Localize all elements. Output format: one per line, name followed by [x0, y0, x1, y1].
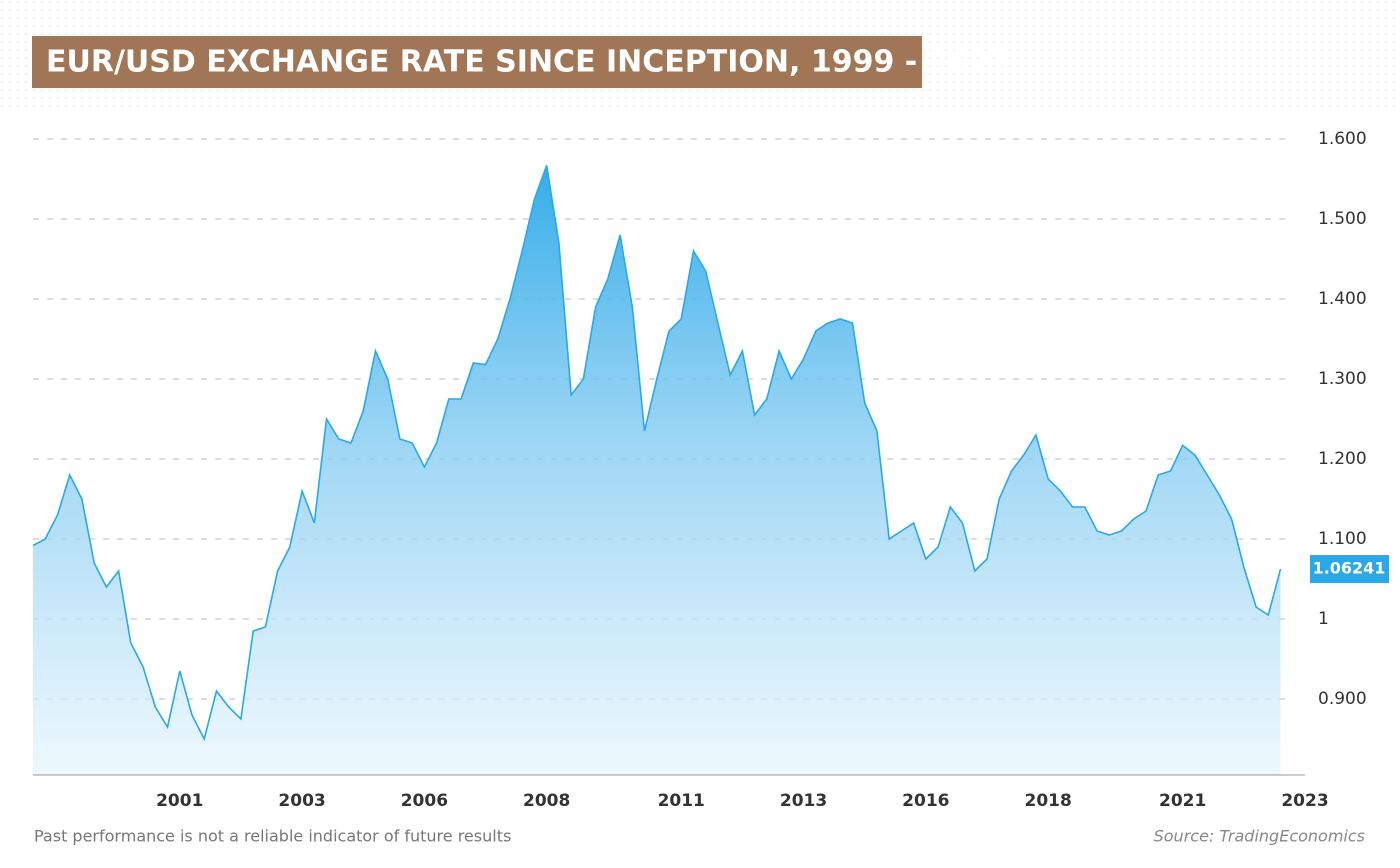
x-tick-label: 2011	[658, 791, 705, 811]
area	[33, 165, 1281, 775]
x-tick-label: 2021	[1159, 791, 1206, 811]
x-tick-label: 2023	[1281, 791, 1328, 811]
x-tick-label: 2006	[401, 791, 448, 811]
x-tick-label: 2018	[1024, 791, 1071, 811]
x-tick-label: 2008	[523, 791, 570, 811]
title-box	[32, 36, 922, 88]
line	[32, 165, 1282, 742]
y-tick-label: 1.200	[1318, 449, 1367, 469]
y-tick-label: 1.500	[1318, 209, 1367, 229]
y-tick-label: 1.300	[1318, 369, 1367, 389]
x-tick-label: 2001	[156, 791, 203, 811]
last-value-box	[1310, 555, 1389, 584]
x-tick-label: 2013	[780, 791, 827, 811]
y-tick-label: 1.400	[1318, 289, 1367, 309]
footnote: Past performance is not a reliable indic…	[34, 827, 511, 846]
x-tick-label: 2016	[902, 791, 949, 811]
x-tick-label: 2003	[278, 791, 325, 811]
y-tick-label: 1.600	[1318, 129, 1367, 149]
last-value-label: 1.06241	[1313, 559, 1386, 578]
source: Source: TradingEconomics	[1154, 827, 1365, 846]
y-tick-label: 1.100	[1318, 529, 1367, 549]
y-tick-label: 1	[1318, 609, 1329, 629]
y-tick-label: 0.900	[1318, 689, 1367, 709]
chart-title: EUR/USD EXCHANGE RATE SINCE INCEPTION, 1…	[46, 45, 1011, 80]
